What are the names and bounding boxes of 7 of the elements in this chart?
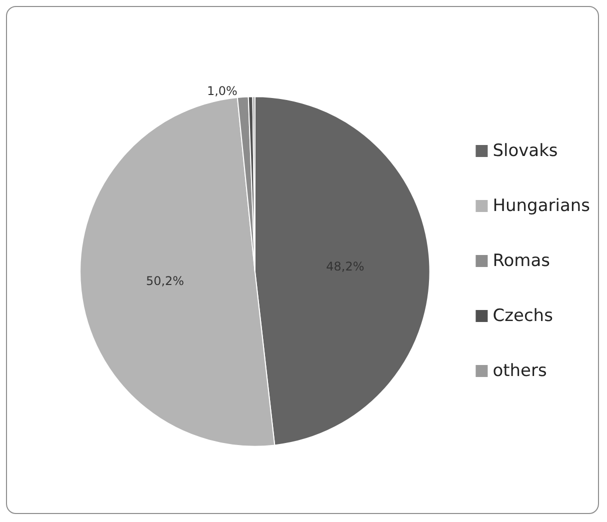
data-label: 50,2% bbox=[146, 274, 184, 288]
legend-label: Hungarians bbox=[492, 196, 590, 216]
legend-label: Romas bbox=[492, 251, 550, 271]
data-label: 1,0% bbox=[206, 84, 238, 98]
legend-label: Czechs bbox=[492, 306, 554, 326]
legend-label: others bbox=[492, 361, 547, 381]
legend-label: Slovaks bbox=[492, 141, 558, 161]
